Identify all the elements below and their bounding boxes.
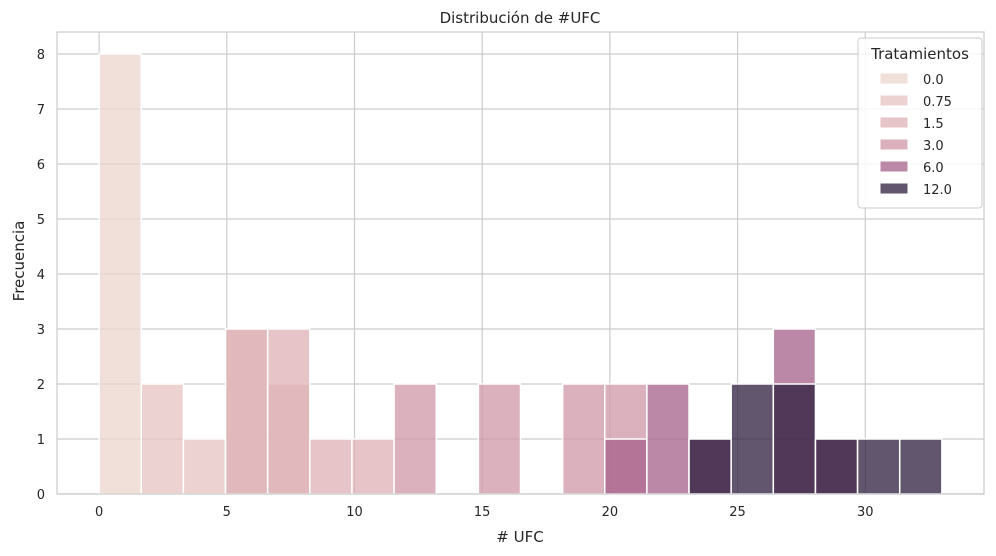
- legend-label: 1.5: [923, 117, 944, 132]
- bar: [98, 53, 143, 495]
- legend-swatch: [879, 182, 909, 195]
- y-tick-label: 3: [37, 323, 45, 338]
- x-tick-label: 5: [223, 505, 231, 520]
- x-tick-label: 25: [729, 505, 746, 520]
- y-tick-label: 7: [37, 103, 45, 118]
- legend-label: 6.0: [923, 161, 944, 176]
- legend-swatch: [879, 94, 909, 107]
- legend-swatch: [879, 138, 909, 151]
- y-axis-title: Frecuencia: [10, 221, 28, 302]
- x-tick-label: 30: [857, 505, 874, 520]
- plot-frame: [56, 31, 985, 495]
- bar: [351, 438, 395, 495]
- bar: [730, 383, 775, 495]
- legend-label: 0.75: [923, 95, 952, 110]
- legend-swatch: [879, 72, 909, 85]
- legend-swatch: [879, 160, 909, 173]
- bar: [646, 383, 690, 495]
- bar: [266, 328, 311, 495]
- legend-swatch: [879, 116, 909, 129]
- legend-title: Tratamientos: [870, 45, 969, 63]
- chart-title: Distribución de #UFC: [440, 9, 601, 27]
- x-tick-label: 15: [474, 505, 491, 520]
- x-tick-label: 20: [602, 505, 619, 520]
- bar: [898, 438, 943, 495]
- legend-label: 0.0: [923, 73, 944, 88]
- y-tick-label: 2: [37, 378, 45, 393]
- bar: [688, 438, 732, 495]
- y-tick-label: 6: [37, 158, 45, 173]
- bar: [561, 383, 606, 495]
- y-tick-label: 0: [37, 488, 45, 503]
- y-tick-label: 1: [37, 433, 45, 448]
- x-tick-label: 0: [95, 505, 103, 520]
- bars-layer: [98, 53, 943, 495]
- bar: [604, 438, 648, 495]
- bar: [477, 383, 522, 495]
- x-tick-label: 10: [346, 505, 363, 520]
- bar: [856, 438, 901, 495]
- bar: [772, 383, 817, 495]
- bar: [393, 383, 437, 495]
- legend: Tratamientos 0.0 0.75 1.5 3.0 6.0 12.0: [857, 37, 983, 209]
- bar: [814, 438, 859, 495]
- x-axis-title: # UFC: [496, 528, 543, 546]
- bar: [309, 438, 353, 495]
- y-tick-label: 8: [37, 48, 45, 63]
- legend-label: 3.0: [923, 139, 944, 154]
- legend-label: 12.0: [923, 183, 952, 198]
- axes: 0 5 10 15 20 25 30 0 1 2 3 4 5 6 7 8: [37, 31, 985, 520]
- bar: [182, 438, 227, 495]
- y-tick-label: 5: [37, 213, 45, 228]
- bar: [140, 383, 185, 495]
- y-tick-label: 4: [37, 268, 45, 283]
- legend-box: [857, 37, 983, 209]
- bar: [224, 328, 269, 495]
